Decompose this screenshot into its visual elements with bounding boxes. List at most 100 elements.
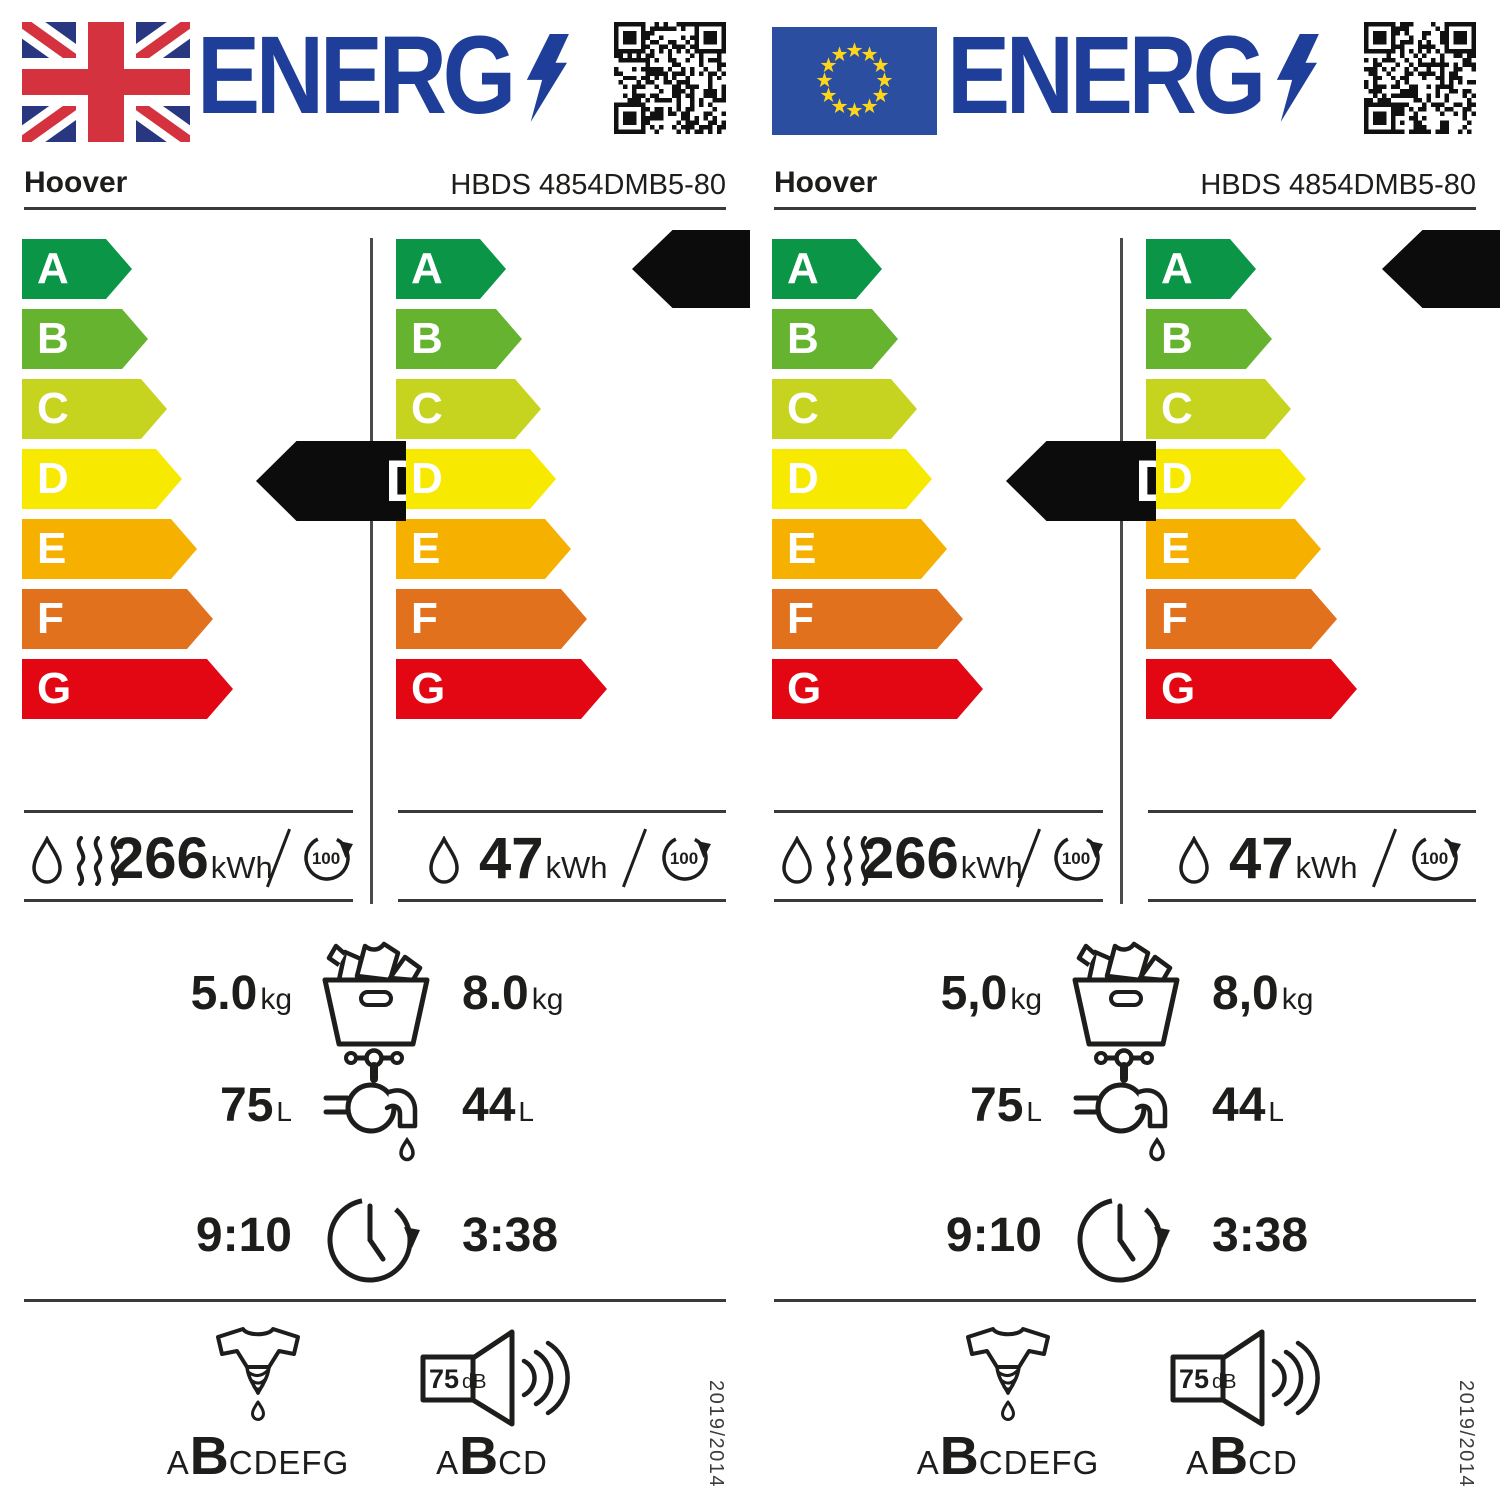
scale-bar-letter: A [787,244,819,293]
scale-bar-letter: B [37,314,69,363]
capacity-wash-unit: kg [531,983,564,1016]
capacity-wash-dry: 5,0 kg [840,968,1042,1020]
scale-bar-F: F [772,589,963,649]
scale-bar-letter: G [37,664,72,713]
wash-dry-energy-unit: kWh [210,850,273,885]
water-wash-unit: L [518,1096,534,1127]
wash-energy: 47 kWh [1229,830,1358,888]
water-dry-unit: L [1026,1096,1042,1127]
noise-class-pre: A [1186,1444,1210,1481]
wash-cycles: 100 [1420,849,1448,868]
water-drop-icon [32,836,62,884]
wash-dry-energy-unit: kWh [960,850,1023,885]
spin-class-rated: B [939,1426,979,1486]
per-slash [1371,828,1398,888]
wash-dry-energy-value: 266 [112,826,209,891]
scale-bar-letter: B [411,314,443,363]
scale-bar-letter: F [787,594,814,643]
column-divider [370,238,373,904]
spin-drying-icon [216,1327,300,1421]
scale-bar-E: E [396,519,571,579]
consumption-rule [774,810,1103,813]
noise-speaker-icon: 75 dB [1170,1329,1320,1427]
scale-bar-letter: A [1161,244,1193,293]
scale-bar-B: B [1146,309,1272,369]
wash-energy: 47 kWh [479,830,608,888]
duration-wash: 3:38 [462,1210,558,1262]
regulation-reference: 2019/2014 [1455,1380,1477,1489]
scale-bar-letter: E [37,524,67,573]
consumption-rule [774,899,1103,902]
laundry-basket-icon [322,941,430,1047]
scale-bar-D: D [396,449,556,509]
spin-drying-icon [966,1327,1050,1421]
scale-bar-letter: F [1161,594,1188,643]
water-drop-icon [1179,836,1209,884]
duration-dry-value: 9:10 [945,1209,1042,1262]
scale-bar-G: G [396,659,607,719]
wash-dry-energy: 266 kWh [112,830,273,888]
scale-bar-letter: D [1161,454,1193,503]
scale-bar-letter: A [37,244,69,293]
scale-bar-letter: G [1161,664,1196,713]
scale-bar-D: D [772,449,932,509]
consumption-rule [398,899,726,902]
wash-energy-unit: kWh [1295,850,1358,885]
eu-flag-icon [772,27,937,135]
scale-bar-letter: G [787,664,822,713]
water-wash: 44 L [462,1080,534,1132]
scale-bar-E: E [22,519,197,579]
brand-name: Hoover [24,166,128,199]
water-drop-icon [429,836,459,884]
capacity-dry-value: 5,0 [940,967,1008,1020]
uk-flag-icon [22,22,190,142]
brand-name: Hoover [774,166,878,199]
water-dry-value: 75 [970,1079,1024,1132]
spin-class-letters: A B CDEFG [148,1425,368,1487]
noise-class-post: CD [1248,1444,1298,1481]
wash-dry-rating-letter: D [385,448,406,515]
cycle-duration-clock-icon [1077,1197,1170,1283]
water-wash-value: 44 [1212,1079,1266,1132]
water-wash: 44 L [1212,1080,1284,1132]
cycle-duration-clock-icon [327,1197,420,1283]
spin-class-pre: A [916,1444,940,1481]
duration-wash-value: 3:38 [1212,1209,1309,1262]
per-slash [621,828,648,888]
bottom-rule [774,1299,1476,1302]
consumption-rule [24,810,353,813]
scale-bar-B: B [22,309,148,369]
water-tap-icon [323,1048,418,1162]
water-wash-dry: 75 L [840,1080,1042,1132]
duration-wash-value: 3:38 [462,1209,559,1262]
per-100-cycles-icon: 100 [662,835,711,881]
per-100-cycles-icon: 100 [1054,835,1103,881]
wash-dry-cycles: 100 [1062,849,1090,868]
scale-bar-C: C [1146,379,1291,439]
model-number: HBDS 4854DMB5-80 [450,169,726,201]
energy-logo-text: ENERG [197,14,516,138]
water-wash-value: 44 [462,1079,516,1132]
scale-bar-E: E [1146,519,1321,579]
noise-class-post: CD [498,1444,548,1481]
noise-unit: dB [1212,1371,1236,1393]
noise-unit: dB [462,1371,486,1393]
wash-dry-rating-letter: D [1135,448,1156,515]
header-rule [774,207,1476,210]
duration-wash-dry: 9:10 [830,1210,1042,1262]
water-wash-unit: L [1268,1096,1284,1127]
noise-class-rated: B [459,1426,499,1486]
water-wash-dry: 75 L [90,1080,292,1132]
scale-bar-letter: A [411,244,443,293]
spin-class-post: CDEFG [978,1444,1100,1481]
duration-wash: 3:38 [1212,1210,1308,1262]
scale-bar-letter: B [1161,314,1193,363]
noise-value: 75 [429,1364,459,1394]
scale-bar-letter: E [411,524,441,573]
spin-class-rated: B [189,1426,229,1486]
scale-bar-E: E [772,519,947,579]
laundry-basket-icon [1072,941,1180,1047]
